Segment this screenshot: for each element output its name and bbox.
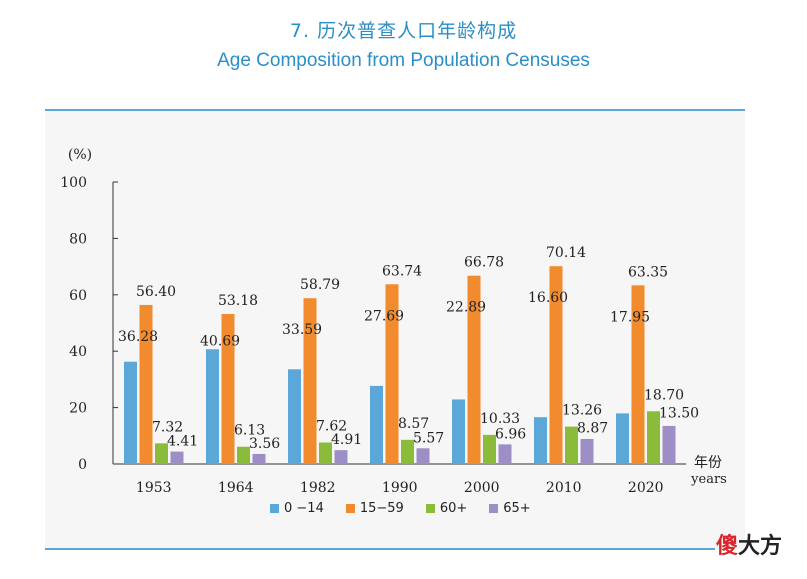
bar bbox=[370, 385, 383, 464]
data-label: 13.26 bbox=[562, 403, 602, 419]
data-label: 7.62 bbox=[316, 419, 347, 435]
page-title-english: Age Composition from Population Censuses bbox=[217, 50, 590, 71]
data-label: 56.40 bbox=[136, 284, 176, 300]
legend-swatch bbox=[345, 504, 355, 513]
data-label: 17.95 bbox=[610, 309, 650, 325]
data-label: 53.18 bbox=[218, 293, 258, 309]
bar bbox=[616, 413, 629, 464]
data-label: 22.89 bbox=[446, 300, 486, 316]
data-label: 4.91 bbox=[331, 432, 362, 448]
legend-swatch bbox=[489, 504, 499, 513]
x-tick-label: 1990 bbox=[382, 480, 418, 496]
y-tick-label: 80 bbox=[69, 231, 87, 247]
legend-label: 15−59 bbox=[359, 501, 404, 516]
data-label: 5.57 bbox=[413, 430, 444, 446]
top-divider bbox=[45, 109, 745, 111]
data-label: 66.78 bbox=[464, 255, 504, 271]
x-tick-label: 2010 bbox=[546, 480, 582, 496]
data-label: 10.33 bbox=[480, 411, 520, 427]
bar bbox=[565, 426, 578, 464]
bar bbox=[221, 314, 235, 464]
bar bbox=[549, 266, 563, 464]
legend-item: 0 −14 bbox=[270, 501, 324, 516]
bar bbox=[647, 411, 660, 464]
bar bbox=[452, 399, 465, 464]
bar bbox=[483, 434, 496, 464]
data-label: 58.79 bbox=[300, 277, 340, 293]
bar bbox=[385, 284, 399, 464]
watermark-part-1: 傻 bbox=[716, 534, 739, 559]
x-axis-label-zh: 年份 bbox=[694, 455, 722, 471]
bar bbox=[124, 361, 137, 464]
data-label: 40.69 bbox=[200, 333, 240, 349]
legend-swatch bbox=[425, 504, 435, 513]
y-tick-label: 60 bbox=[69, 288, 87, 304]
chart-legend: 0 −14 15−59 60+ 65+ bbox=[270, 501, 531, 516]
data-label: 3.56 bbox=[249, 436, 280, 452]
x-tick-label: 2020 bbox=[628, 480, 664, 496]
bar bbox=[334, 450, 348, 464]
y-tick-label: 20 bbox=[69, 401, 87, 417]
legend-label: 65+ bbox=[503, 501, 531, 516]
bar bbox=[416, 448, 430, 464]
bar bbox=[170, 451, 184, 464]
y-tick-label: 100 bbox=[60, 175, 87, 191]
x-tick-label: 2000 bbox=[464, 480, 500, 496]
data-label: 27.69 bbox=[364, 308, 404, 324]
bar bbox=[534, 417, 547, 464]
y-tick-label: 0 bbox=[78, 457, 87, 473]
bar bbox=[139, 304, 153, 464]
bar bbox=[498, 444, 512, 464]
data-label: 63.74 bbox=[382, 263, 422, 279]
legend-item: 15−59 bbox=[345, 501, 404, 516]
bar bbox=[206, 349, 219, 464]
data-label: 63.35 bbox=[628, 264, 668, 280]
data-label: 70.14 bbox=[546, 245, 586, 261]
legend-label: 0 −14 bbox=[284, 501, 324, 516]
bar bbox=[288, 369, 301, 464]
x-tick-label: 1982 bbox=[300, 480, 336, 496]
bar bbox=[155, 443, 168, 464]
x-tick-label: 1964 bbox=[218, 480, 254, 496]
bar bbox=[319, 442, 332, 464]
bar bbox=[252, 453, 266, 464]
bar bbox=[580, 438, 594, 464]
data-label: 36.28 bbox=[118, 329, 158, 345]
watermark-logo: 傻大方 bbox=[716, 528, 782, 560]
bar bbox=[237, 446, 250, 464]
legend-swatch bbox=[270, 504, 279, 513]
data-label: 13.50 bbox=[659, 405, 699, 421]
data-label: 6.13 bbox=[234, 423, 265, 439]
data-label: 33.59 bbox=[282, 322, 322, 338]
bottom-divider bbox=[45, 548, 715, 550]
data-label: 18.70 bbox=[644, 387, 684, 403]
bar bbox=[467, 275, 481, 464]
data-label: 8.57 bbox=[398, 416, 429, 432]
data-label: 4.41 bbox=[167, 434, 198, 450]
data-label: 8.87 bbox=[577, 421, 608, 437]
legend-item: 60+ bbox=[425, 501, 468, 516]
bar bbox=[662, 425, 676, 464]
bar bbox=[631, 285, 645, 464]
y-axis-label: (%) bbox=[68, 147, 92, 163]
page-title-chinese: 7. 历次普查人口年龄构成 bbox=[289, 20, 518, 42]
watermark-part-2: 大方 bbox=[738, 534, 783, 559]
y-tick-label: 40 bbox=[69, 344, 87, 360]
legend-label: 60+ bbox=[439, 501, 468, 516]
data-label: 7.32 bbox=[152, 419, 183, 435]
legend-item: 65+ bbox=[489, 501, 531, 516]
x-tick-label: 1953 bbox=[136, 480, 172, 496]
x-axis-label-en: years bbox=[690, 472, 727, 487]
data-label: 6.96 bbox=[495, 426, 526, 442]
bar bbox=[303, 298, 317, 464]
bar bbox=[401, 439, 414, 464]
data-label: 16.60 bbox=[528, 290, 568, 306]
